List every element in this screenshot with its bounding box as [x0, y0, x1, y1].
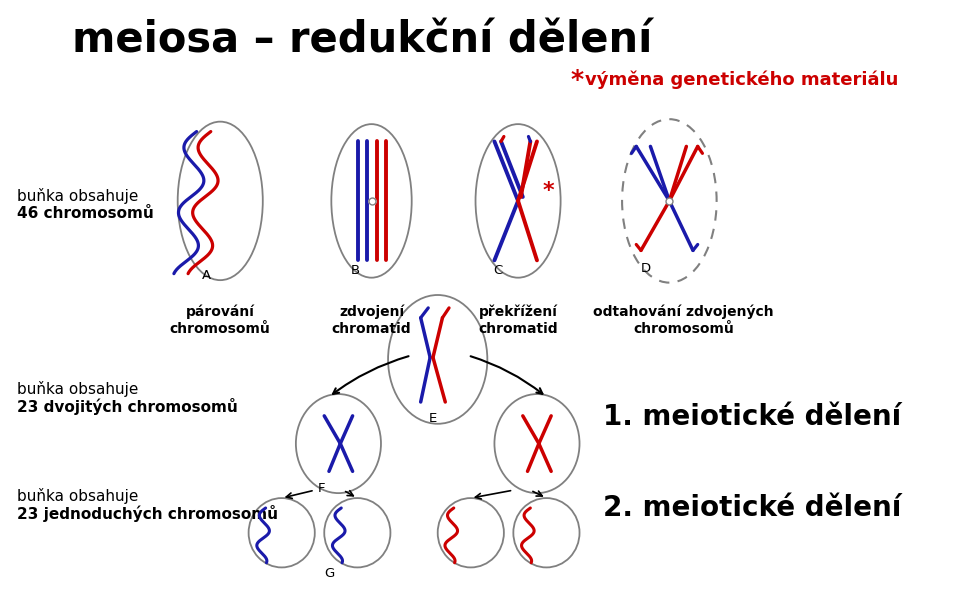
Text: A: A [202, 269, 210, 282]
Text: E: E [429, 413, 437, 426]
Text: D: D [640, 262, 651, 275]
Text: G: G [324, 567, 334, 580]
Text: *: * [542, 181, 554, 201]
Text: buňka obsahuje: buňka obsahuje [17, 381, 138, 397]
Text: 2. meiotické dělení: 2. meiotické dělení [603, 494, 901, 522]
Text: C: C [493, 264, 503, 277]
Text: zdvojení
chromatid: zdvojení chromatid [332, 305, 411, 336]
Text: 23 dvojitých chromosomů: 23 dvojitých chromosomů [17, 398, 238, 415]
Text: buňka obsahuje: buňka obsahuje [17, 488, 138, 504]
Text: F: F [318, 482, 325, 495]
Text: buňka obsahuje: buňka obsahuje [17, 188, 138, 204]
Text: B: B [351, 264, 360, 277]
Text: odtahování zdvojených
chromosomů: odtahování zdvojených chromosomů [593, 305, 774, 336]
Text: meiosa – redukční dělení: meiosa – redukční dělení [72, 20, 652, 61]
Text: *: * [570, 68, 583, 92]
Text: 23 jednoduchých chromosomů: 23 jednoduchých chromosomů [17, 505, 278, 522]
Text: výměna genetického materiálu: výměna genetického materiálu [586, 71, 899, 89]
Text: párování
chromosomů: párování chromosomů [170, 305, 271, 336]
Text: 46 chromosomů: 46 chromosomů [17, 206, 154, 221]
Text: překřížení
chromatid: překřížení chromatid [478, 305, 558, 336]
Text: 1. meiotické dělení: 1. meiotické dělení [603, 403, 901, 431]
